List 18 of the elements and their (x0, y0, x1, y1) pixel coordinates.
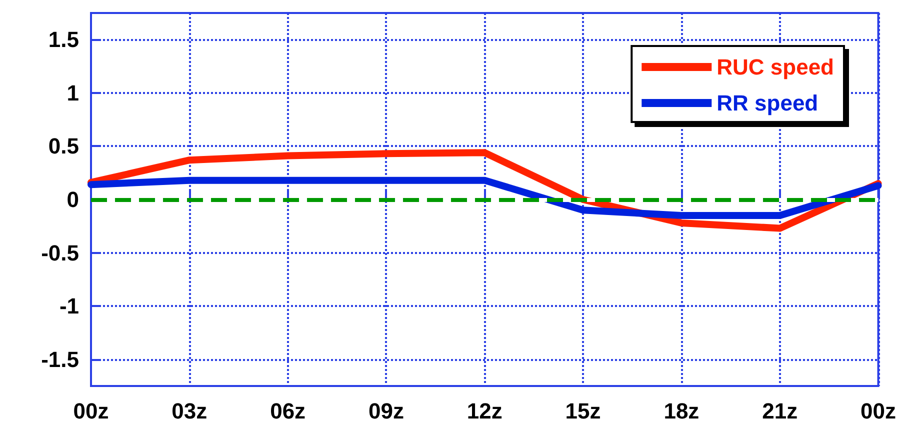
x-tick-label: 00z (860, 398, 896, 424)
x-tick-label: 21z (762, 398, 798, 424)
x-tick-label: 06z (270, 398, 306, 424)
x-tick-label: 00z (73, 398, 109, 424)
legend-label: RR speed (716, 90, 818, 116)
y-tick-label: -0.5 (41, 240, 79, 266)
x-tick-label: 18z (664, 398, 700, 424)
y-tick-label: 1.5 (48, 27, 79, 52)
x-tick-label: 03z (172, 398, 208, 424)
x-tick-label: 09z (368, 398, 404, 424)
y-tick-label: 0 (66, 187, 79, 212)
legend-label: RUC speed (716, 54, 834, 80)
x-tick-label: 12z (466, 398, 502, 424)
y-tick-label: -1.5 (41, 346, 79, 372)
y-tick-label: -1 (59, 294, 79, 319)
y-tick-label: 1 (66, 80, 79, 106)
y-tick-label: 0.5 (48, 134, 79, 159)
x-tick-label: 15z (565, 398, 601, 424)
